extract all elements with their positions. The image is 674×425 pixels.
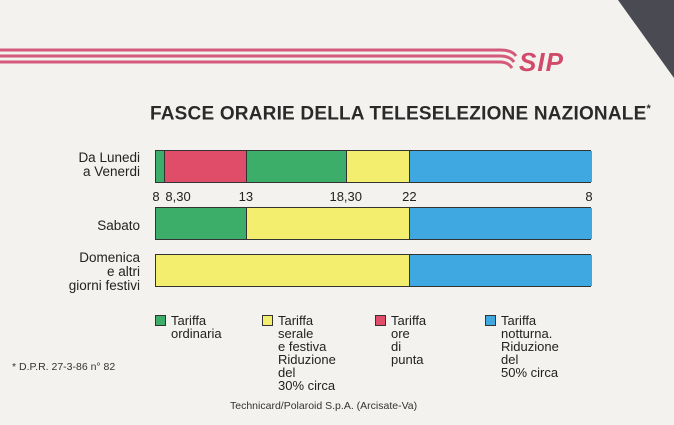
legend-label: Tariffa ore di punta bbox=[391, 313, 427, 367]
title-footnote-mark: * bbox=[646, 103, 651, 115]
row-label-saturday: Sabato bbox=[97, 219, 140, 233]
tick-label: 18,30 bbox=[329, 189, 363, 204]
bar-segment-ordinaria bbox=[156, 208, 247, 239]
bar-segment-ordinaria bbox=[156, 151, 166, 182]
bar-holidays bbox=[155, 254, 592, 287]
tick-label: 22 bbox=[402, 189, 417, 204]
legend-label: Tariffa serale e festiva Riduzione del 3… bbox=[278, 313, 336, 393]
legend-label: Tariffa ordinaria bbox=[171, 313, 222, 341]
row-label-line: e altri bbox=[106, 264, 140, 279]
row-label-line: Da Lunedi bbox=[78, 150, 140, 165]
row-label-weekday: Da Lunedi a Venerdi bbox=[78, 151, 140, 179]
bar-segment-ordinaria bbox=[246, 151, 347, 182]
legend-swatch bbox=[155, 315, 166, 326]
legend-swatch bbox=[485, 315, 496, 326]
row-label-line: Sabato bbox=[97, 218, 140, 233]
bar-saturday bbox=[155, 207, 592, 240]
footnote: * D.P.R. 27-3-86 n° 82 bbox=[12, 361, 116, 373]
tick-label: 8 bbox=[585, 189, 593, 204]
row-label-holidays: Domenica e altri giorni festivi bbox=[69, 251, 140, 293]
bar-segment-notturna bbox=[410, 151, 592, 182]
bar-segment-serale bbox=[246, 208, 411, 239]
legend-swatch bbox=[262, 315, 273, 326]
brand-stripes bbox=[0, 48, 518, 69]
manufacturer-credits: Technicard/Polaroid S.p.A. (Arcisate-Va) bbox=[230, 400, 418, 412]
card-title: FASCE ORARIE DELLA TELESELEZIONE NAZIONA… bbox=[150, 103, 651, 125]
bar-segment-punta bbox=[165, 151, 247, 182]
bar-segment-notturna bbox=[410, 208, 592, 239]
tick-label: 8 bbox=[152, 189, 160, 204]
tick-label: 13 bbox=[238, 189, 254, 204]
bar-segment-serale bbox=[346, 151, 411, 182]
legend-swatch bbox=[375, 315, 386, 326]
row-label-line: a Venerdi bbox=[82, 164, 140, 179]
legend-label: Tariffa notturna. Riduzione del 50% circ… bbox=[501, 313, 559, 380]
tick-label: 8,30 bbox=[165, 189, 191, 204]
bar-segment-serale bbox=[156, 255, 411, 286]
bar-segment-notturna bbox=[410, 255, 592, 286]
sip-logo: SIP bbox=[519, 47, 564, 77]
bar-weekday bbox=[155, 150, 592, 183]
row-label-line: Domenica bbox=[79, 250, 140, 265]
row-label-line: giorni festivi bbox=[68, 278, 140, 293]
title-text: FASCE ORARIE DELLA TELESELEZIONE NAZIONA… bbox=[150, 103, 647, 125]
